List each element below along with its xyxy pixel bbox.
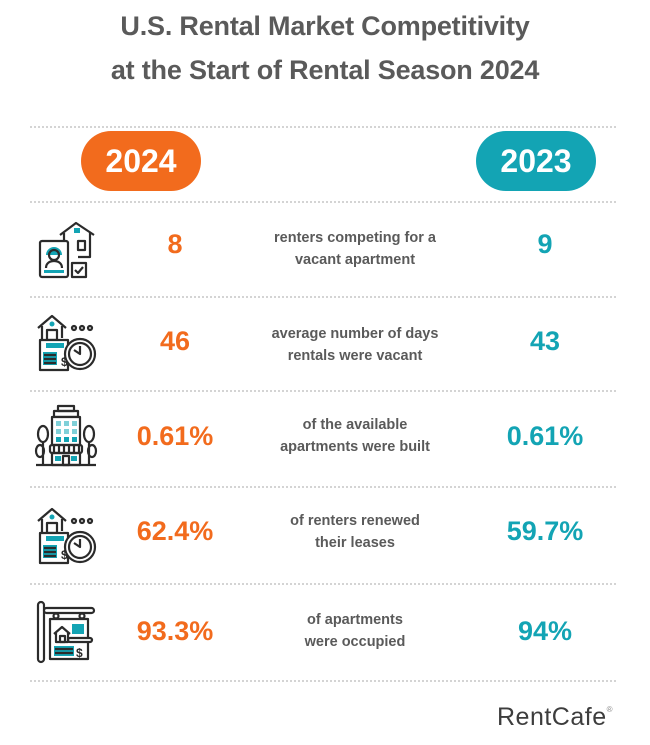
divider: [30, 296, 616, 298]
value-2024: 0.61%: [136, 421, 214, 451]
metric-label: of apartments were occupied: [304, 612, 406, 650]
svg-text:$: $: [61, 548, 68, 562]
page-title: U.S. Rental Market Competitivity at the …: [0, 4, 650, 92]
divider: [30, 126, 616, 128]
stat-row-leases-renewed: $ 62.4% of renters renewed their leases …: [0, 486, 650, 583]
value-2023: 0.61%: [506, 421, 584, 451]
rentcafe-logo: RentCafe®: [497, 703, 614, 731]
stat-row-apartments-built: 0.61% of the available apartments were b…: [0, 390, 650, 486]
registered-mark: ®: [606, 705, 614, 714]
svg-text:$: $: [76, 646, 83, 660]
metric-label: renters competing for a vacant apartment: [274, 230, 436, 268]
rental-sign-icon: $: [34, 600, 98, 664]
stat-row-days-vacant: $ 46 average number of days rentals were…: [0, 296, 650, 390]
title-line-1: U.S. Rental Market Competitivity: [120, 11, 530, 41]
year-2024-badge: 2024: [81, 131, 201, 191]
value-2023: 94%: [517, 616, 573, 646]
divider: [30, 201, 616, 203]
metric-label: of the available apartments were built: [280, 417, 430, 455]
stat-row-renters-competing: 8 renters competing for a vacant apartme…: [0, 201, 650, 296]
apartment-building-icon: [34, 404, 98, 468]
value-2024: 8: [167, 229, 183, 259]
value-2024: 62.4%: [136, 516, 214, 546]
svg-text:$: $: [61, 355, 68, 369]
year-2023-badge: 2023: [476, 131, 596, 191]
value-2024: 46: [159, 326, 191, 356]
rental-days-clock-icon: $: [34, 310, 98, 374]
divider: [30, 583, 616, 585]
stat-row-occupancy: $ 93.3% of apartments were occupied 94%: [0, 583, 650, 680]
value-2023: 9: [537, 229, 553, 259]
value-2023: 59.7%: [506, 516, 584, 546]
value-2023: 43: [529, 326, 561, 356]
metric-label: average number of days rentals were vaca…: [271, 326, 439, 364]
divider: [30, 680, 616, 682]
renter-application-icon: [34, 215, 98, 279]
metric-label: of renters renewed their leases: [290, 513, 420, 551]
title-line-2: at the Start of Rental Season 2024: [110, 55, 540, 85]
value-2024: 93.3%: [136, 616, 214, 646]
divider: [30, 390, 616, 392]
lease-renewal-clock-icon: $: [34, 503, 98, 567]
divider: [30, 486, 616, 488]
